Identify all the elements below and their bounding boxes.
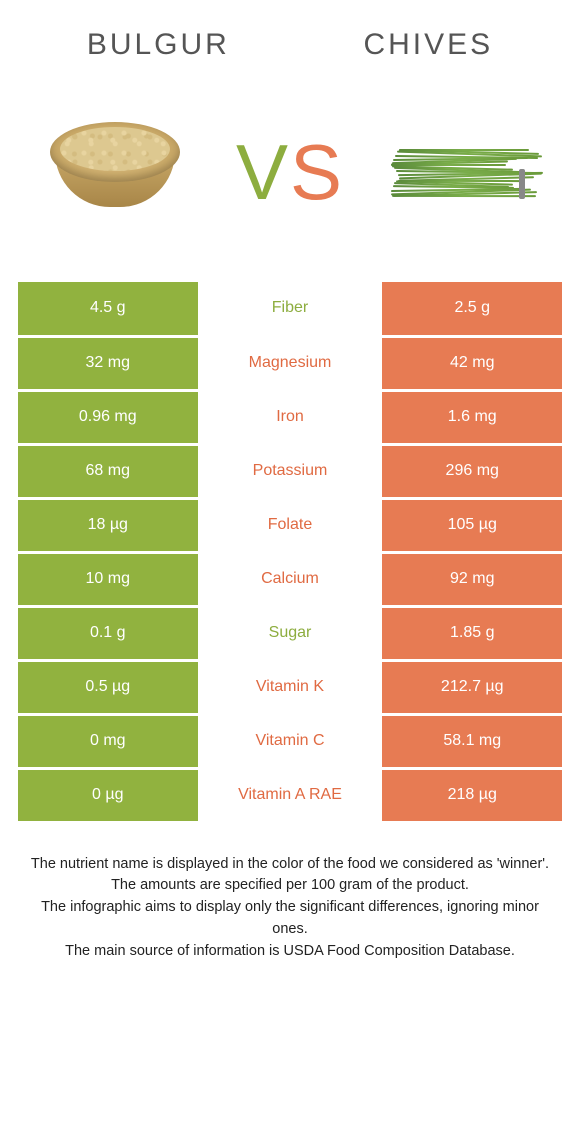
- food-title-right: CHIVES: [363, 28, 493, 62]
- comparison-table-wrap: 4.5 gFiber2.5 g32 mgMagnesium42 mg0.96 m…: [0, 282, 580, 824]
- value-right: 2.5 g: [382, 282, 562, 336]
- value-left: 0.5 µg: [18, 660, 198, 714]
- value-right: 1.85 g: [382, 606, 562, 660]
- value-left: 0.1 g: [18, 606, 198, 660]
- table-row: 0.5 µgVitamin K212.7 µg: [18, 660, 562, 714]
- value-left: 10 mg: [18, 552, 198, 606]
- bulgur-image: [40, 97, 190, 247]
- value-left: 0 mg: [18, 714, 198, 768]
- food-title-left: BULGUR: [87, 28, 230, 62]
- value-left: 68 mg: [18, 444, 198, 498]
- nutrient-label: Potassium: [198, 444, 383, 498]
- value-right: 212.7 µg: [382, 660, 562, 714]
- table-row: 68 mgPotassium296 mg: [18, 444, 562, 498]
- value-right: 296 mg: [382, 444, 562, 498]
- vs-v: V: [236, 128, 290, 216]
- value-right: 42 mg: [382, 336, 562, 390]
- footer-line: The nutrient name is displayed in the co…: [30, 854, 550, 876]
- value-left: 32 mg: [18, 336, 198, 390]
- vs-s: S: [290, 128, 344, 216]
- nutrient-label: Calcium: [198, 552, 383, 606]
- value-right: 92 mg: [382, 552, 562, 606]
- header-row: BULGUR CHIVES: [0, 0, 580, 82]
- value-right: 1.6 mg: [382, 390, 562, 444]
- table-row: 18 µgFolate105 µg: [18, 498, 562, 552]
- value-left: 4.5 g: [18, 282, 198, 336]
- vs-label: VS: [236, 127, 344, 218]
- table-row: 0 mgVitamin C58.1 mg: [18, 714, 562, 768]
- value-right: 105 µg: [382, 498, 562, 552]
- nutrient-label: Vitamin C: [198, 714, 383, 768]
- chives-image: [390, 97, 540, 247]
- value-left: 18 µg: [18, 498, 198, 552]
- footer-line: The infographic aims to display only the…: [30, 897, 550, 941]
- vs-row: VS: [0, 82, 580, 282]
- nutrient-label: Folate: [198, 498, 383, 552]
- table-row: 32 mgMagnesium42 mg: [18, 336, 562, 390]
- value-left: 0.96 mg: [18, 390, 198, 444]
- value-right: 58.1 mg: [382, 714, 562, 768]
- nutrient-label: Vitamin K: [198, 660, 383, 714]
- table-row: 10 mgCalcium92 mg: [18, 552, 562, 606]
- nutrient-label: Magnesium: [198, 336, 383, 390]
- footer-line: The main source of information is USDA F…: [30, 941, 550, 963]
- footer-notes: The nutrient name is displayed in the co…: [0, 824, 580, 963]
- table-row: 0.96 mgIron1.6 mg: [18, 390, 562, 444]
- table-row: 4.5 gFiber2.5 g: [18, 282, 562, 336]
- nutrient-label: Vitamin A RAE: [198, 768, 383, 822]
- comparison-table: 4.5 gFiber2.5 g32 mgMagnesium42 mg0.96 m…: [18, 282, 562, 824]
- table-row: 0.1 gSugar1.85 g: [18, 606, 562, 660]
- nutrient-label: Fiber: [198, 282, 383, 336]
- value-right: 218 µg: [382, 768, 562, 822]
- footer-line: The amounts are specified per 100 gram o…: [30, 875, 550, 897]
- nutrient-label: Iron: [198, 390, 383, 444]
- table-row: 0 µgVitamin A RAE218 µg: [18, 768, 562, 822]
- nutrient-label: Sugar: [198, 606, 383, 660]
- value-left: 0 µg: [18, 768, 198, 822]
